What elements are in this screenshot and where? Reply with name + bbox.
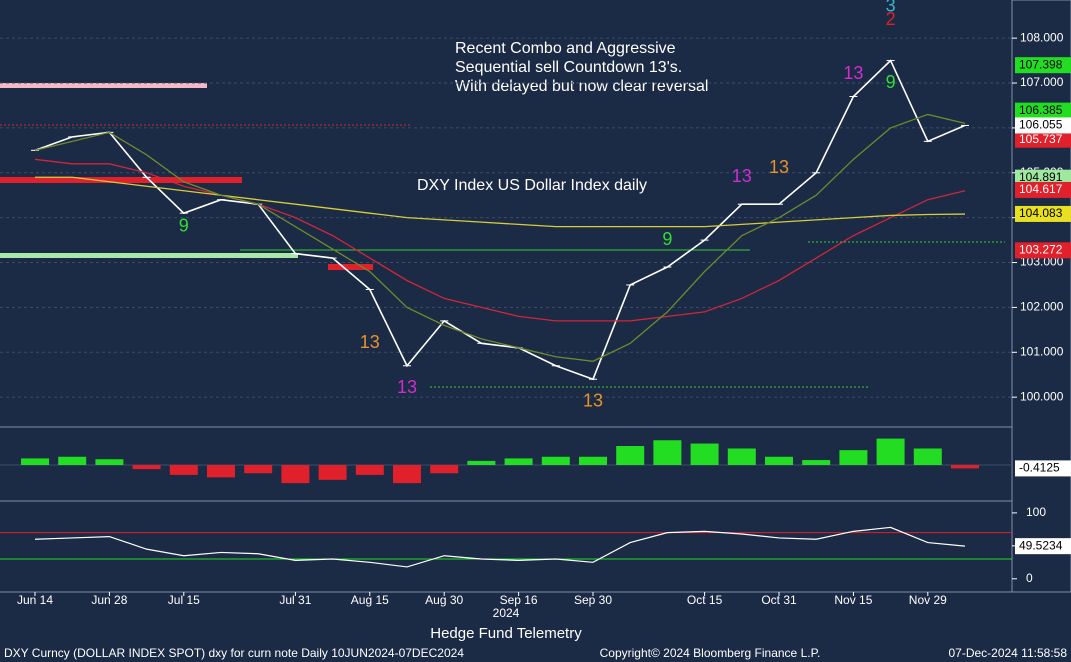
bar: [430, 465, 459, 474]
bar: [913, 448, 942, 465]
bar: [616, 446, 645, 465]
bar: [467, 460, 496, 465]
value-tag-label: 103.272: [1019, 243, 1063, 257]
bar: [541, 456, 570, 465]
x-tick-label: Aug 30: [425, 593, 463, 607]
level-bar: [328, 264, 373, 270]
value-tag: [1015, 460, 1071, 477]
value-tag: [1015, 538, 1071, 555]
count-label: 13: [360, 332, 380, 352]
value-tag-label: 104.083: [1019, 206, 1063, 220]
annotation: Sequential sell Countdown 13's.: [455, 59, 682, 76]
x-tick-label: Oct 15: [687, 593, 723, 607]
bar: [579, 456, 607, 465]
value-tag-label: 106.055: [1019, 118, 1063, 132]
footer-title: Hedge Fund Telemetry: [430, 625, 582, 642]
bar: [653, 440, 682, 465]
x-year: 2024: [493, 606, 520, 620]
annotation: Recent Combo and Aggressive: [455, 40, 676, 57]
level-bar: [0, 83, 207, 88]
count-label: 2: [886, 9, 896, 29]
bar: [393, 465, 421, 484]
bar: [839, 450, 868, 465]
series-line: [34, 158, 966, 322]
count-label: 13: [769, 157, 789, 177]
value-tag-label: 106.385: [1019, 103, 1063, 117]
count-label: 9: [179, 215, 189, 235]
bar: [169, 465, 198, 475]
x-tick-label: Nov 29: [909, 593, 947, 607]
bar: [802, 460, 831, 465]
chart-title: DXY Index US Dollar Index daily: [417, 177, 647, 194]
x-tick-label: Jul 31: [279, 593, 311, 607]
bar: [355, 465, 384, 475]
x-tick-label: Aug 15: [351, 593, 389, 607]
count-label: 13: [732, 166, 752, 186]
value-tag: [1015, 131, 1071, 148]
value-tag-label: 107.398: [1019, 57, 1063, 71]
value-tag-label: 49.5234: [1019, 538, 1063, 552]
value-tag: [1015, 117, 1071, 134]
y-tick-label: 107.000: [1020, 75, 1064, 89]
footer-center: Copyright© 2024 Bloomberg Finance L.P.: [600, 646, 821, 660]
footer-right: 07-Dec-2024 11:58:58: [948, 646, 1067, 660]
x-tick-label: Jun 28: [91, 593, 127, 607]
value-tag-label: 104.617: [1019, 182, 1063, 196]
bar: [132, 465, 161, 470]
bar: [951, 465, 979, 469]
value-tag: [1015, 57, 1071, 74]
bar: [207, 465, 235, 478]
x-tick-label: Nov 15: [834, 593, 872, 607]
series-line: [35, 176, 966, 228]
y-tick-label: 108.000: [1020, 30, 1064, 44]
series-line: [34, 113, 966, 362]
bar: [765, 456, 793, 465]
count-label: 13: [397, 377, 417, 397]
value-tag-label: 104.891: [1019, 170, 1063, 184]
y-tick-label: 100.000: [1020, 389, 1064, 403]
count-label: 13: [583, 390, 603, 410]
right-axis: [1011, 0, 1071, 593]
x-tick-label: Sep 30: [574, 593, 612, 607]
bar: [876, 438, 905, 465]
y-tick-label: 101.000: [1020, 344, 1064, 358]
bar: [244, 465, 273, 474]
count-label: 13: [843, 63, 863, 83]
x-tick-label: Sep 16: [500, 593, 538, 607]
level-bar: [0, 177, 242, 183]
bar: [95, 459, 124, 465]
bar: [281, 465, 310, 484]
count-label: 9: [662, 229, 672, 249]
y-tick-label: 0: [1026, 571, 1033, 585]
bar: [690, 443, 719, 465]
bar: [58, 456, 87, 465]
value-tag-label: -0.4125: [1019, 461, 1060, 475]
value-tag-label: 105.737: [1019, 132, 1063, 146]
count-label: 9: [886, 72, 896, 92]
value-tag: [1015, 242, 1071, 259]
bar: [21, 458, 49, 465]
value-tag: [1015, 102, 1071, 119]
y-tick-label: 100: [1026, 505, 1046, 519]
value-tag: [1015, 205, 1071, 222]
x-tick-label: Jul 15: [168, 593, 200, 607]
series-line: [34, 59, 966, 381]
bar: [318, 465, 347, 480]
level-bar: [0, 253, 298, 258]
footer-left: DXY Curncy (DOLLAR INDEX SPOT) dxy for c…: [4, 646, 464, 660]
value-tag: [1015, 181, 1071, 198]
value-tag: [1015, 169, 1071, 186]
oscillator-line: [34, 526, 966, 568]
annotation: With delayed but now clear reversal: [455, 78, 708, 95]
bar: [504, 458, 533, 465]
y-tick-label: 102.000: [1020, 300, 1064, 314]
x-tick-label: Oct 31: [761, 593, 797, 607]
x-tick-label: Jun 14: [17, 593, 53, 607]
count-label: 3: [886, 0, 896, 15]
bar: [727, 448, 756, 465]
